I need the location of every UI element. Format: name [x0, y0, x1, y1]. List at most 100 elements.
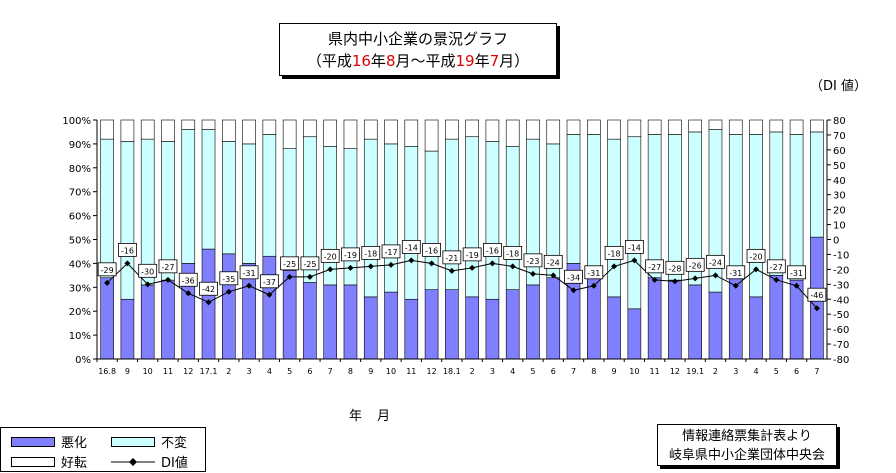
bar-better [181, 119, 196, 130]
di-point [732, 282, 739, 289]
bar-worse [526, 284, 540, 360]
x-axis-tick-label: 4 [510, 367, 515, 376]
di-data-label: -16 [486, 246, 499, 255]
bar-unchanged [587, 134, 601, 269]
di-data-label: -16 [425, 246, 438, 255]
bar-worse [222, 253, 236, 360]
di-data-label: -24 [547, 258, 560, 267]
bar-worse [647, 277, 662, 360]
di-label-box [726, 265, 746, 280]
bar-worse [465, 296, 479, 360]
left-axis-tick-label: 90% [69, 140, 91, 151]
di-data-label: -30 [141, 267, 154, 276]
x-axis-tick-label: 7 [571, 367, 576, 376]
di-point [651, 276, 658, 283]
di-point [246, 282, 253, 289]
di-data-label: -24 [709, 258, 722, 267]
di-label-box [706, 254, 725, 269]
di-point [509, 263, 516, 270]
di-label-box [807, 287, 827, 302]
di-label-box [584, 265, 604, 280]
di-data-label: -14 [405, 243, 418, 252]
bar-better [262, 119, 277, 135]
plot-area [97, 120, 827, 359]
bar-unchanged [161, 141, 175, 281]
di-data-label: -31 [243, 269, 256, 278]
right-axis-tick-label: 50 [833, 161, 846, 172]
di-data-label: -31 [790, 269, 803, 278]
di-label-box [259, 274, 279, 289]
di-point [611, 263, 618, 270]
left-axis-tick-label: 30% [69, 283, 91, 294]
bar-unchanged [343, 148, 358, 286]
subtitle-part: 年 [474, 52, 490, 70]
subtitle-month-start: 8 [385, 52, 396, 70]
subtitle-part: 年 [370, 52, 386, 70]
bar-better [769, 119, 784, 133]
legend-swatch-better [11, 456, 55, 467]
di-label-box [422, 242, 441, 257]
di-data-label: -37 [263, 278, 276, 287]
source-line2: 岐阜県中小企業団体中央会 [668, 448, 825, 463]
di-point [550, 272, 557, 279]
bar-worse [262, 255, 277, 360]
right-axis-tick-label: -10 [833, 250, 849, 261]
bar-better [505, 119, 520, 147]
bar-better [222, 119, 236, 142]
bar-better [120, 119, 135, 142]
bar-worse [363, 296, 378, 360]
di-point [144, 281, 151, 288]
di-point [164, 276, 171, 283]
x-axis-tick-label: 11 [650, 367, 660, 376]
bar-unchanged [120, 141, 135, 300]
bar-better [404, 119, 419, 147]
bar-unchanged [647, 134, 662, 279]
di-label-box [118, 242, 137, 257]
di-label-box [645, 259, 665, 274]
legend-item-di: DI値 [111, 452, 188, 471]
x-axis-tick-label: 17.1 [200, 367, 218, 376]
right-axis-tick-label: -60 [833, 325, 849, 336]
bar-unchanged [100, 138, 114, 279]
bar-worse [343, 284, 358, 360]
di-point [590, 282, 597, 289]
di-label-box [624, 240, 644, 254]
di-data-label: -25 [283, 260, 296, 269]
x-axis-tick-label: 3 [733, 367, 738, 376]
di-label-box [361, 245, 381, 260]
di-label-box [97, 262, 117, 277]
di-label-box [138, 263, 158, 278]
bar-worse [323, 284, 337, 360]
chart-title: 県内中小企業の景況グラフ [327, 30, 508, 48]
di-data-label: -25 [303, 260, 316, 269]
bar-unchanged [363, 138, 378, 298]
bar-worse [688, 284, 702, 360]
di-label-box [381, 244, 401, 259]
right-axis-tick-label: -30 [833, 280, 849, 291]
bar-better [343, 119, 358, 149]
x-axis-tick-label: 5 [530, 367, 535, 376]
di-label-box [503, 245, 523, 260]
di-point [367, 263, 374, 270]
di-point [388, 261, 395, 268]
right-axis-tick-label: -70 [833, 340, 849, 351]
bar-better [627, 119, 642, 138]
bar-better [242, 119, 256, 145]
di-point [104, 279, 111, 286]
bar-better [810, 119, 824, 133]
di-label-box [604, 245, 624, 260]
x-axis-tick-label: 2 [713, 367, 718, 376]
bar-unchanged [668, 134, 682, 281]
di-data-label: -28 [668, 264, 681, 273]
x-axis-tick-label: 4 [753, 367, 758, 376]
bar-unchanged [789, 134, 804, 281]
x-axis-tick-label: 5 [774, 367, 779, 376]
subtitle-month-end: 7 [489, 52, 500, 70]
bar-unchanged [424, 150, 439, 290]
di-point [408, 257, 415, 264]
right-axis-tick-label: -50 [833, 310, 849, 321]
bar-better [526, 119, 540, 140]
di-label-box [401, 240, 421, 254]
bar-better [485, 119, 500, 142]
di-point [570, 287, 577, 294]
